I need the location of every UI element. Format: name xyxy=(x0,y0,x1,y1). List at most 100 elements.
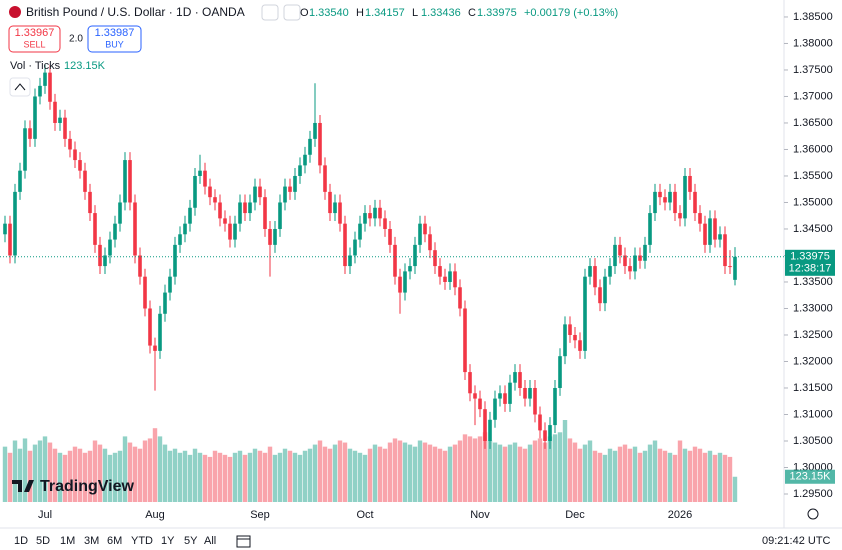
candle-body xyxy=(253,186,257,203)
symbol-title: British Pound / U.S. Dollar · 1D · OANDA xyxy=(26,5,245,19)
candle-body xyxy=(113,223,117,240)
volume-bar xyxy=(287,450,293,502)
candle-body xyxy=(513,372,517,383)
volume-bar xyxy=(312,444,318,502)
candle-body xyxy=(288,186,292,192)
candle-body xyxy=(218,202,222,219)
candle-body xyxy=(8,223,12,256)
volume-bar xyxy=(252,448,258,502)
volume-bar xyxy=(107,454,113,502)
volume-bar xyxy=(327,448,333,502)
volume-bar xyxy=(627,448,633,502)
candle-body xyxy=(138,255,142,277)
candle-body xyxy=(143,276,147,309)
sell-button[interactable] xyxy=(8,25,61,53)
x-tick-label: Oct xyxy=(356,509,373,521)
settings-icon[interactable] xyxy=(807,508,819,520)
volume-bar xyxy=(397,440,403,502)
candle-body xyxy=(598,287,602,304)
volume-bar xyxy=(307,448,313,502)
candle-body xyxy=(578,340,582,351)
candle-body xyxy=(558,356,562,388)
candle-body xyxy=(78,160,82,171)
volume-bar xyxy=(182,450,188,502)
volume-bar xyxy=(682,448,688,502)
ohlc-value: 1.34157 xyxy=(365,7,405,19)
range-button[interactable]: 1Y xyxy=(161,535,175,547)
y-tick-label: 1.31500 xyxy=(793,382,833,394)
y-tick-label: 1.37500 xyxy=(793,64,833,76)
sell-price: 1.33967 xyxy=(15,27,55,39)
candle-body xyxy=(638,255,642,261)
candle-body xyxy=(603,276,607,304)
candle-body xyxy=(18,170,22,192)
y-tick-label: 1.37000 xyxy=(793,90,833,102)
volume-bar xyxy=(112,452,118,502)
range-button[interactable]: All xyxy=(204,535,216,547)
icon[interactable] xyxy=(261,4,279,21)
candle-body xyxy=(28,128,32,139)
ohlc-value: 1.33436 xyxy=(421,7,461,19)
candle-body xyxy=(213,197,217,203)
candle-body xyxy=(678,213,682,219)
candle-body xyxy=(618,244,622,256)
candle-body xyxy=(178,234,182,245)
range-button[interactable]: 5Y xyxy=(184,535,198,547)
icon[interactable] xyxy=(283,4,301,21)
volume-badge xyxy=(785,469,835,484)
candle-body xyxy=(308,138,312,155)
logo-text: TradingView xyxy=(40,478,135,495)
volume-bar xyxy=(302,450,308,502)
header: British Pound / U.S. Dollar · 1D · OANDA… xyxy=(8,4,618,97)
collapse-button[interactable] xyxy=(9,77,31,97)
volume-bar xyxy=(297,454,303,502)
candle-body xyxy=(338,202,342,224)
range-button[interactable]: 5D xyxy=(36,535,50,547)
candle-body xyxy=(643,244,647,261)
candle-body xyxy=(568,324,572,335)
volume-bar xyxy=(622,444,628,502)
candle-body xyxy=(188,207,192,224)
candle-body xyxy=(648,213,652,245)
candle-body xyxy=(463,308,467,373)
candle-body xyxy=(428,234,432,251)
calendar-icon[interactable] xyxy=(236,535,251,548)
clock: 09:21:42 UTC xyxy=(762,535,831,547)
y-tick-label: 1.33000 xyxy=(793,302,833,314)
candle-body xyxy=(88,191,92,214)
y-tick-label: 1.33500 xyxy=(793,276,833,288)
range-button[interactable]: 1M xyxy=(60,535,75,547)
candle-body xyxy=(23,128,27,171)
volume-bar xyxy=(97,444,103,502)
candle-body xyxy=(393,244,397,277)
volume-bar xyxy=(247,452,253,502)
volume-bar xyxy=(732,476,738,502)
volume-bar xyxy=(377,446,383,502)
volume-bar xyxy=(432,446,438,502)
volume-bar xyxy=(487,440,493,502)
candle-body xyxy=(323,165,327,192)
candle-body xyxy=(503,393,507,404)
volume-bar xyxy=(667,452,673,502)
range-button[interactable]: 6M xyxy=(107,535,122,547)
range-button[interactable]: 3M xyxy=(84,535,99,547)
ohlc-value: 1.33975 xyxy=(477,7,517,19)
volume-bar xyxy=(47,442,53,502)
buy-button[interactable] xyxy=(87,25,142,53)
candle-body xyxy=(468,372,472,394)
candle-body xyxy=(703,223,707,245)
plot: 1.38500 1.38000 1.37500 1.37000 1.36500 1.360… xyxy=(0,11,835,521)
volume-bar xyxy=(597,452,603,502)
range-button[interactable]: 1D xyxy=(14,535,28,547)
volume-bar xyxy=(452,444,458,502)
volume-bar xyxy=(362,454,368,502)
range-button[interactable]: YTD xyxy=(131,535,153,547)
candle-body xyxy=(528,387,532,399)
candle-body xyxy=(263,197,267,229)
volume-bar xyxy=(492,442,498,502)
ohlc-key: O xyxy=(300,7,309,19)
spread: 2.0 xyxy=(69,34,83,45)
volume-bar xyxy=(292,452,298,502)
candle-body xyxy=(238,202,242,224)
